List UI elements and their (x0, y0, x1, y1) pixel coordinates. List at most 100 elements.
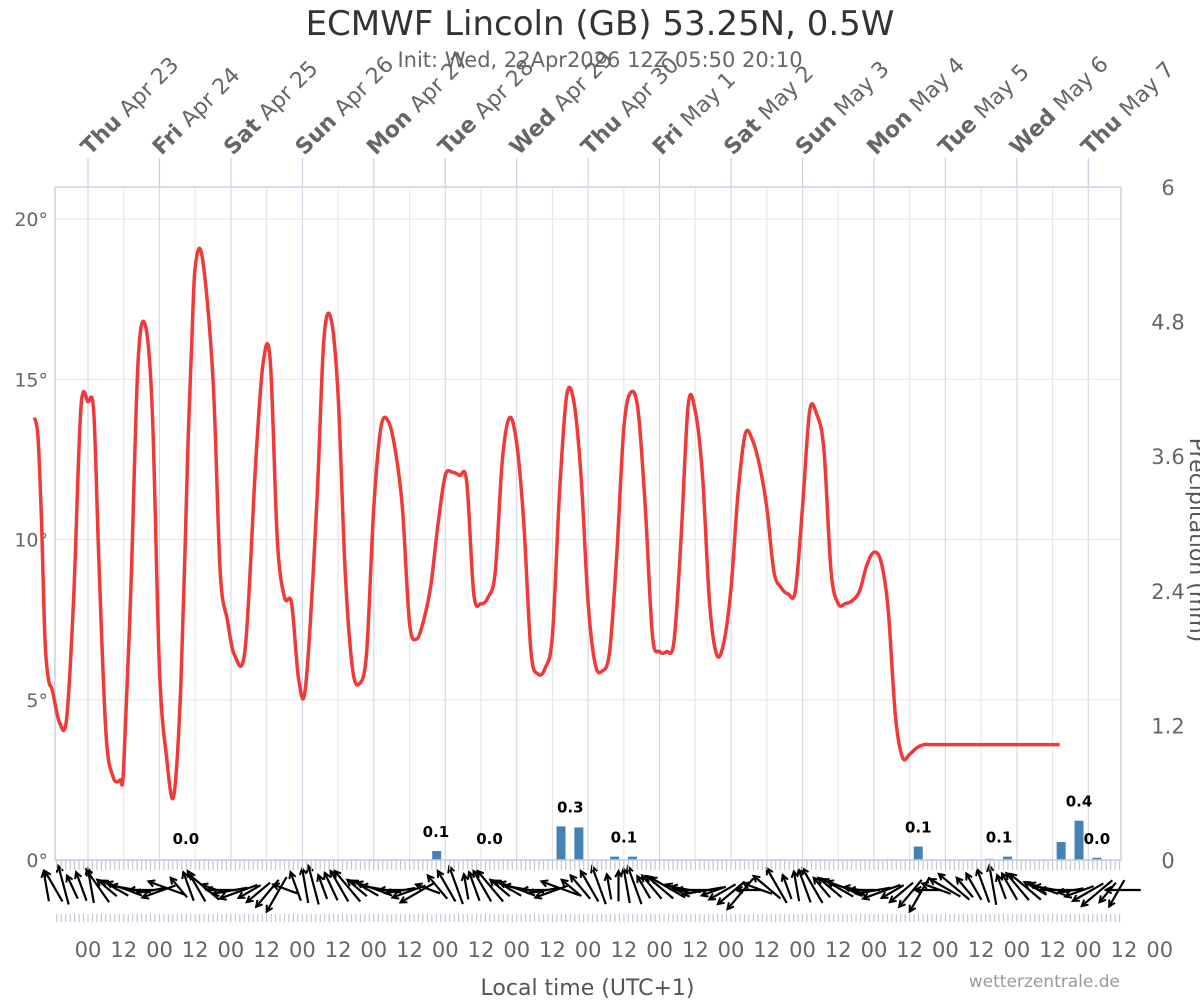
wind-arrow-head (908, 904, 917, 914)
precip-value-label: 0.0 (1084, 830, 1111, 848)
wind-arrow-head (74, 870, 83, 880)
wind-arrow (301, 868, 310, 904)
wind-arrow (135, 886, 166, 895)
wind-arrow (797, 868, 812, 903)
wind-arrow-head (825, 879, 835, 888)
wind-arrow-head (1038, 885, 1047, 895)
y-right-tick-label: 6 (1161, 176, 1174, 200)
wind-arrow-head (265, 904, 274, 914)
wind-arrow-head (493, 879, 502, 888)
wind-arrow-head (853, 888, 863, 898)
wind-arrow (889, 881, 914, 904)
wind-arrow-head (377, 885, 386, 895)
wind-arrow (622, 868, 631, 904)
x-tick-label: 12 (611, 938, 638, 962)
wind-arrow (938, 873, 971, 901)
wind-arrow-head (841, 884, 851, 893)
wind-arrow (75, 871, 88, 902)
wind-arrow (489, 878, 511, 898)
wind-arrow-head (579, 869, 588, 878)
y-tick-label: 20° (14, 209, 48, 231)
wind-arrow-head (271, 882, 281, 891)
x-tick-label: 12 (253, 938, 280, 962)
wind-arrow (1005, 872, 1030, 901)
wind-arrow (569, 874, 591, 900)
x-tick-label: 00 (360, 938, 387, 962)
wind-arrow-head (648, 876, 658, 885)
wind-arrow-head (146, 879, 156, 888)
x-tick-label: 00 (289, 938, 316, 962)
wind-arrow (626, 866, 643, 905)
wind-arrow (57, 865, 70, 905)
y-axis-left: 0° 5° 10° 15° 20° (14, 209, 48, 872)
credit-link[interactable]: wetterzentrale.de (968, 972, 1120, 992)
x-axis-title: Local time (UTC+1) (480, 976, 695, 1001)
wind-arrow (708, 883, 737, 901)
wind-arrow-head (520, 885, 529, 895)
wind-arrow (996, 874, 1007, 900)
wind-arrow (317, 874, 329, 900)
wind-arrow-head (716, 897, 725, 906)
x-tick-label: 00 (789, 938, 816, 962)
x-tick-label: 12 (325, 938, 352, 962)
day-lines (87, 158, 1089, 187)
wind-arrow-head (133, 888, 143, 897)
wind-arrow-head (707, 892, 717, 901)
wind-arrow (85, 868, 111, 903)
wind-arrow (385, 886, 416, 895)
wind-arrow-head (539, 879, 549, 888)
wind-arrow-head (920, 881, 930, 890)
wind-arrow-head (995, 873, 1003, 883)
y-axis-right-title: Precipitation (mm) (1184, 438, 1200, 643)
wind-arrow (752, 875, 782, 900)
wind-arrow (541, 880, 580, 897)
wind-arrow-head (986, 863, 995, 873)
wind-arrow-head (497, 880, 507, 889)
wind-arrow-head (1070, 894, 1080, 903)
wind-arrow-head (1103, 885, 1113, 895)
wind-arrow (591, 866, 607, 905)
wind-arrow (246, 881, 271, 904)
wind-arrow (462, 874, 470, 900)
wind-arrow-head (847, 885, 857, 895)
x-axis-bottom: 00 12 00 12 00 12 00 12 00 12 00 12 00 12 00 12 00 12 00 12… (55, 859, 1173, 962)
wind-arrow-head (390, 891, 400, 900)
y-tick-label: 15° (14, 369, 48, 391)
wind-arrow (701, 885, 727, 897)
wind-arrow (392, 884, 426, 899)
wind-arrow-head (674, 885, 684, 895)
wind-arrow-head (383, 888, 393, 897)
wind-arrow (468, 871, 481, 902)
wind-arrow-head (1027, 881, 1037, 890)
precip-bar (1003, 856, 1013, 860)
wind-arrow (929, 878, 961, 898)
precip-bar (1056, 842, 1066, 860)
wind-arrow-head (669, 883, 679, 892)
wind-arrow-head (426, 873, 435, 883)
wind-arrow-head (965, 871, 973, 881)
wind-arrow-head (100, 879, 109, 888)
x-tick-label: 00 (1075, 938, 1102, 962)
wind-arrow (1072, 882, 1104, 902)
wind-arrow-head (603, 872, 612, 882)
wind-arrow (148, 880, 187, 897)
precip-bars (432, 820, 1102, 860)
wind-arrow-head (254, 899, 263, 909)
precip-value-label: 0.1 (986, 829, 1013, 847)
y-tick-label: 5° (26, 690, 48, 712)
y-tick-label: 0° (26, 850, 48, 872)
wind-arrow (346, 878, 368, 898)
wind-arrow-head (333, 869, 342, 878)
y-tick-label: 10° (14, 530, 48, 552)
x-tick-label: 12 (825, 938, 852, 962)
precip-bar (1092, 857, 1102, 860)
wind-arrow (329, 870, 350, 902)
wind-arrow (472, 870, 493, 902)
wind-arrow (792, 871, 801, 902)
x-tick-label: 12 (896, 938, 923, 962)
wind-arrow (399, 881, 436, 904)
x-tick-label: 12 (1111, 938, 1138, 962)
wind-arrow-head (913, 885, 922, 895)
wind-arrow-head (316, 873, 325, 883)
